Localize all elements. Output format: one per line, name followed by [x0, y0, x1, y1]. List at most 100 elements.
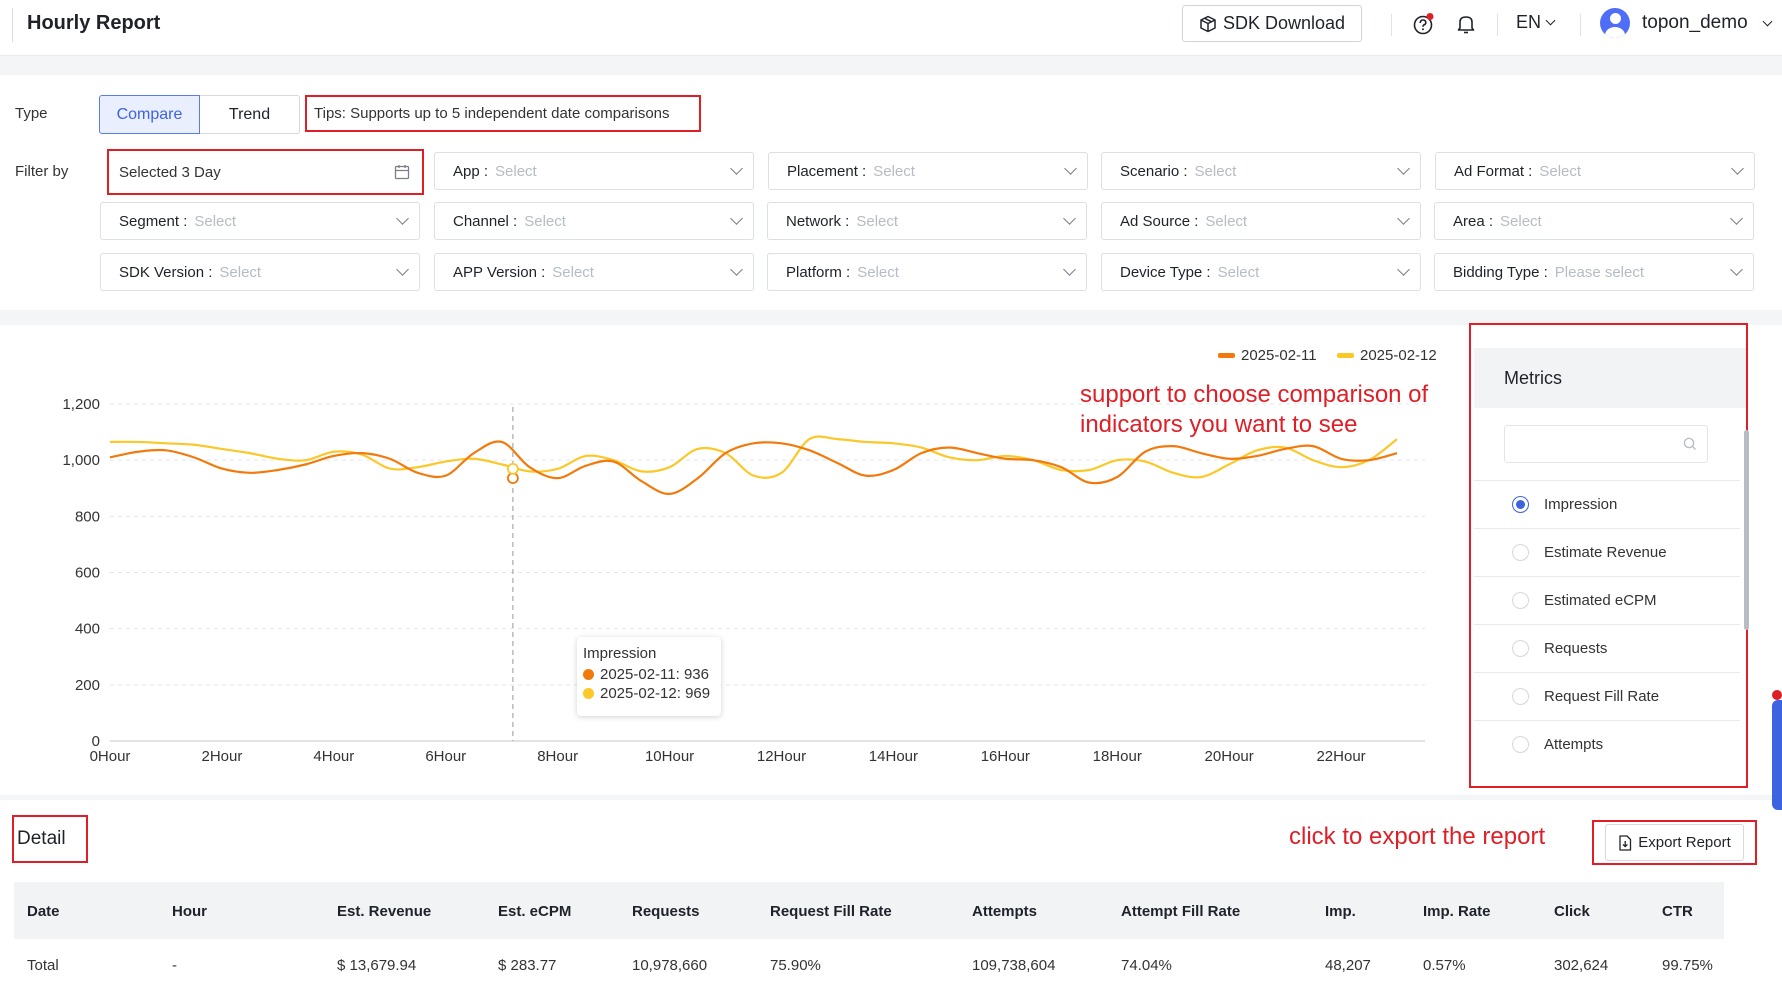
column-header[interactable]: Imp. Rate [1423, 903, 1491, 920]
annotation-line: support to choose comparison of [1080, 381, 1429, 408]
filter-select[interactable]: Scenario : Select [1101, 152, 1421, 190]
chevron-down-icon [396, 263, 409, 276]
column-header[interactable]: Requests [632, 903, 700, 920]
filter-select-label: Segment : [119, 212, 188, 230]
filter-select[interactable]: SDK Version : Select [100, 253, 420, 291]
table-cell: 48,207 [1325, 957, 1371, 974]
username: topon_demo [1642, 12, 1748, 33]
column-header[interactable]: Est. Revenue [337, 903, 432, 920]
filter-select-placeholder: Select [219, 263, 262, 281]
metric-option[interactable]: Requests [1474, 624, 1740, 671]
radio-button[interactable] [1512, 495, 1529, 513]
filter-select-placeholder: Select [1205, 212, 1248, 230]
filter-select-placeholder: Select [495, 162, 537, 180]
export-report-label: Export Report [1638, 834, 1731, 851]
column-header[interactable]: Request Fill Rate [770, 903, 892, 920]
package-icon [1200, 15, 1216, 32]
sdk-download-button[interactable]: SDK Download [1182, 5, 1362, 42]
metric-option[interactable]: Request Fill Rate [1474, 672, 1740, 719]
column-header[interactable]: Est. eCPM [498, 903, 572, 920]
column-header[interactable]: Click [1554, 903, 1590, 920]
column-header[interactable]: Attempts [972, 903, 1038, 920]
tooltip-row: 2025-02-12: 969 [583, 685, 721, 702]
header-separator [1497, 14, 1498, 36]
filter-select[interactable]: App : Select [434, 152, 754, 190]
chevron-down-icon [730, 212, 743, 225]
filter-select[interactable]: Ad Format : Select [1435, 152, 1755, 190]
filter-select[interactable]: APP Version : Select [434, 253, 754, 291]
radio-button[interactable] [1512, 543, 1529, 561]
filter-select-label: Bidding Type : [1453, 263, 1548, 281]
legend-item[interactable]: 2025-02-11 [1218, 347, 1317, 364]
type-compare-button[interactable]: Compare [99, 95, 200, 134]
legend-label: 2025-02-12 [1360, 347, 1437, 364]
table-cell: 74.04% [1121, 957, 1172, 974]
header-separator [1391, 14, 1392, 36]
filter-select[interactable]: Area : Select [1434, 202, 1754, 240]
metrics-scrollbar[interactable] [1744, 430, 1749, 630]
tooltip-dot [583, 669, 594, 680]
notification-dot [1772, 690, 1782, 700]
date-range-picker[interactable]: Selected 3 Day [107, 149, 424, 195]
table-cell: 75.90% [770, 957, 821, 974]
metric-option[interactable]: Estimate Revenue [1474, 528, 1740, 575]
metric-option[interactable]: Impression [1474, 480, 1740, 527]
radio-button[interactable] [1512, 591, 1529, 609]
filter-select-placeholder: Select [194, 212, 237, 230]
metric-option-label: Requests [1544, 639, 1608, 657]
radio-button[interactable] [1512, 735, 1529, 753]
filter-select[interactable]: Channel : Select [434, 202, 754, 240]
legend-swatch [1337, 353, 1354, 358]
calendar-icon [394, 165, 410, 180]
chevron-down-icon [1730, 263, 1743, 276]
filter-select[interactable]: Network : Select [767, 202, 1087, 240]
filter-select[interactable]: Platform : Select [767, 253, 1087, 291]
column-header[interactable]: Imp. [1325, 903, 1356, 920]
table-cell: 302,624 [1554, 957, 1609, 974]
language-selector[interactable]: EN [1516, 12, 1556, 33]
filter-select-label: Ad Format : [1454, 162, 1533, 180]
tips-text: Tips: Supports up to 5 independent date … [305, 95, 701, 132]
filter-select-label: App : [453, 162, 489, 180]
filter-select-label: Placement : [787, 162, 867, 180]
radio-button[interactable] [1512, 687, 1529, 705]
export-annotation: click to export the report [1289, 823, 1546, 850]
tooltip-row: 2025-02-11: 936 [583, 666, 721, 683]
table-cell: 99.75% [1662, 957, 1713, 974]
type-trend-button[interactable]: Trend [200, 95, 300, 134]
column-header[interactable]: Date [27, 903, 60, 920]
bell-icon[interactable] [1453, 11, 1479, 37]
filter-select[interactable]: Segment : Select [100, 202, 420, 240]
metrics-search-input[interactable] [1504, 425, 1708, 463]
column-header[interactable]: Hour [172, 903, 207, 920]
side-float-button[interactable] [1772, 700, 1782, 810]
metric-option[interactable]: Attempts [1474, 720, 1740, 767]
chart-tooltip: Impression 2025-02-11: 936 2025-02-12: 9… [577, 637, 721, 716]
filter-select[interactable]: Device Type : Select [1101, 253, 1421, 291]
chevron-down-icon [396, 212, 409, 225]
export-report-button[interactable]: Export Report [1605, 824, 1744, 861]
tooltip-dot [583, 688, 594, 699]
header-separator [1580, 14, 1581, 36]
table-cell: 109,738,604 [972, 957, 1056, 974]
chevron-down-icon [1545, 15, 1556, 26]
filter-select[interactable]: Ad Source : Select [1101, 202, 1421, 240]
metric-option[interactable]: Estimated eCPM [1474, 576, 1740, 623]
filter-select[interactable]: Bidding Type : Please select [1434, 253, 1754, 291]
metric-option-label: Estimated eCPM [1544, 591, 1657, 609]
help-icon[interactable] [1410, 11, 1436, 37]
column-header[interactable]: CTR [1662, 903, 1693, 920]
filter-select-placeholder: Select [1217, 263, 1260, 281]
table-cell: - [172, 957, 177, 974]
filter-select-label: Channel : [453, 212, 518, 230]
radio-button[interactable] [1512, 639, 1529, 657]
user-menu[interactable]: topon_demo [1600, 8, 1773, 38]
column-header[interactable]: Attempt Fill Rate [1121, 903, 1241, 920]
legend-swatch [1218, 353, 1235, 358]
top-header: Hourly Report SDK Download EN topon_demo [0, 0, 1782, 56]
filter-select-label: Area : [1453, 212, 1494, 230]
page-title: Hourly Report [27, 12, 161, 34]
metric-option-label: Request Fill Rate [1544, 687, 1660, 705]
filter-select[interactable]: Placement : Select [768, 152, 1088, 190]
legend-item[interactable]: 2025-02-12 [1337, 347, 1437, 364]
